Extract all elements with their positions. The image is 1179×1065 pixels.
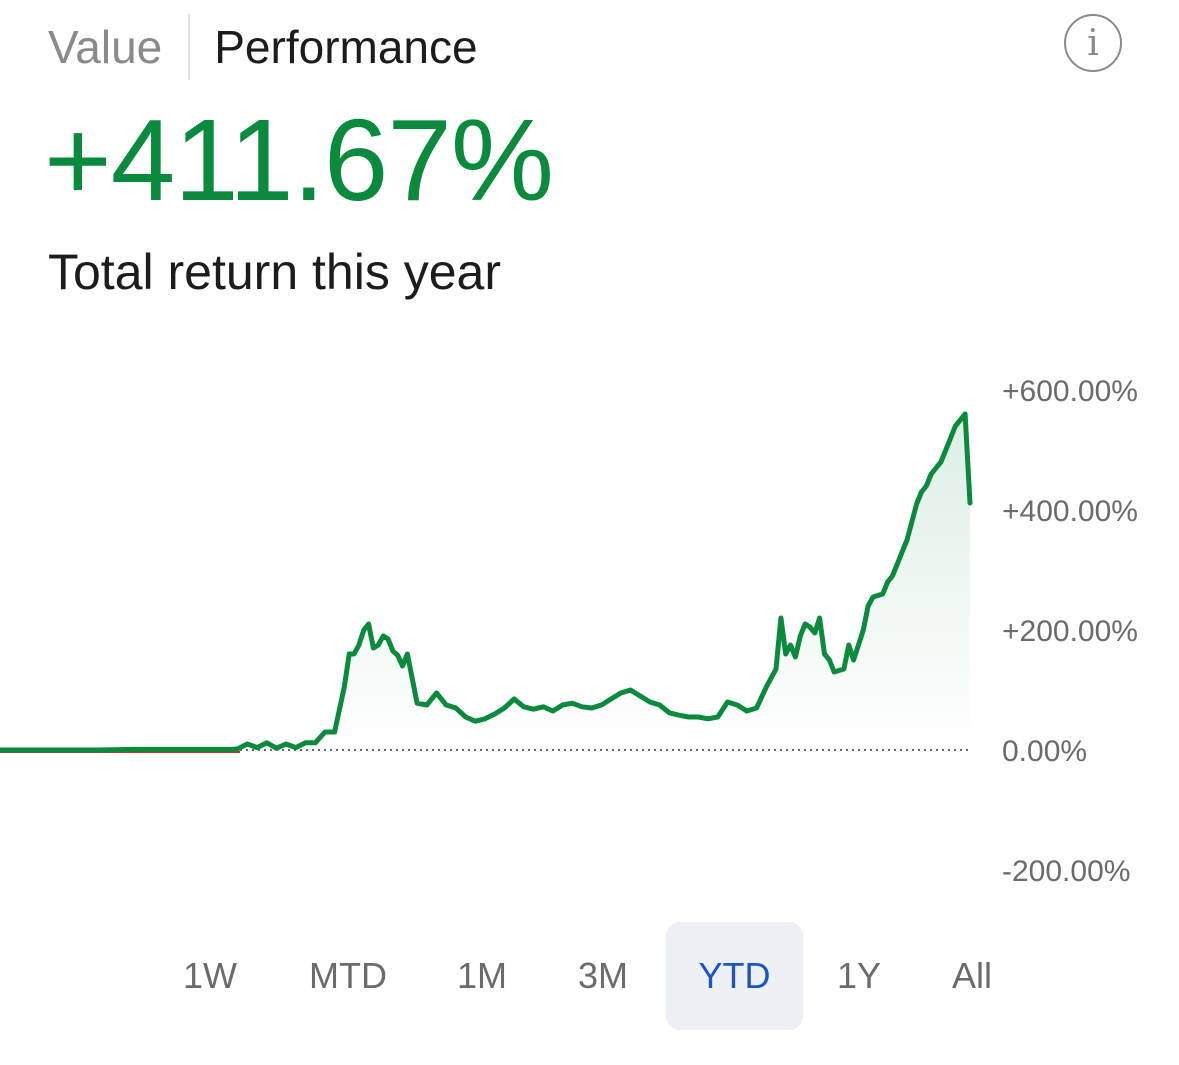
- tab-divider: [188, 14, 191, 80]
- view-tabs: Value Performance: [48, 14, 478, 80]
- y-tick-label: -200.00%: [1002, 855, 1130, 888]
- time-range-selector: 1W MTD 1M 3M YTD 1Y All: [0, 922, 1179, 1032]
- series-line-0: [0, 411, 973, 753]
- total-return-caption: Total return this year: [48, 244, 501, 300]
- y-tick-label: +400.00%: [1002, 495, 1138, 528]
- range-mtd[interactable]: MTD: [309, 955, 387, 996]
- range-ytd[interactable]: YTD: [666, 922, 803, 1030]
- range-1w[interactable]: 1W: [183, 955, 237, 996]
- range-1m[interactable]: 1M: [456, 955, 507, 996]
- range-all[interactable]: All: [951, 955, 992, 996]
- tab-value[interactable]: Value: [48, 21, 163, 73]
- tab-performance[interactable]: Performance: [214, 21, 478, 73]
- range-3m[interactable]: 3M: [577, 955, 628, 996]
- performance-chart: +600.00% +400.00% +200.00% 0.00% -200.00%: [0, 375, 1138, 888]
- y-tick-label: 0.00%: [1002, 735, 1087, 768]
- series-area-0: [0, 414, 970, 750]
- y-tick-label: +200.00%: [1002, 615, 1138, 648]
- range-1y[interactable]: 1Y: [836, 955, 882, 996]
- y-tick-label: +600.00%: [1002, 375, 1138, 408]
- info-icon[interactable]: i: [1064, 14, 1122, 72]
- total-return-value: +411.67%: [44, 95, 554, 225]
